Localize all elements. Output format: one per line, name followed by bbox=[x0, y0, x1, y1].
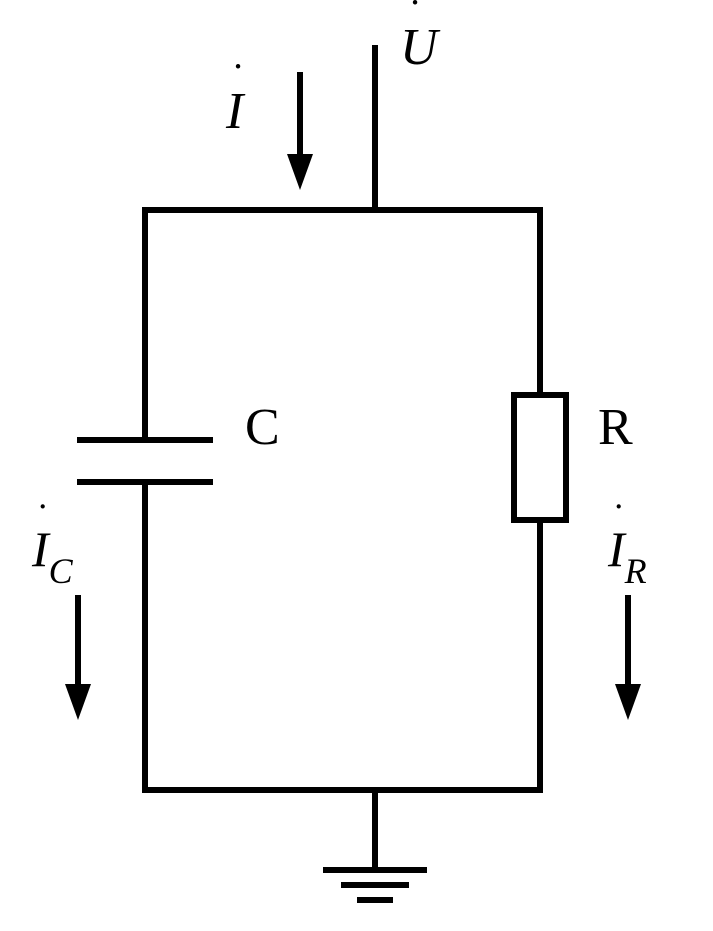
arrow-i-head bbox=[287, 154, 313, 190]
resistor-symbol bbox=[514, 395, 566, 520]
circuit-svg bbox=[0, 0, 713, 931]
label-c: C bbox=[245, 398, 280, 457]
arrow-ic-head bbox=[65, 684, 91, 720]
label-r: R bbox=[598, 398, 633, 457]
arrow-ir-head bbox=[615, 684, 641, 720]
label-i-dot: ˙ I bbox=[226, 82, 243, 141]
label-ir-dot: ˙ IR bbox=[608, 520, 647, 586]
circuit-diagram: ˙ U ˙ I C R ˙ IC ˙ IR bbox=[0, 0, 713, 931]
label-ic-dot: ˙ IC bbox=[32, 520, 73, 586]
label-u-dot: ˙ U bbox=[400, 18, 438, 77]
